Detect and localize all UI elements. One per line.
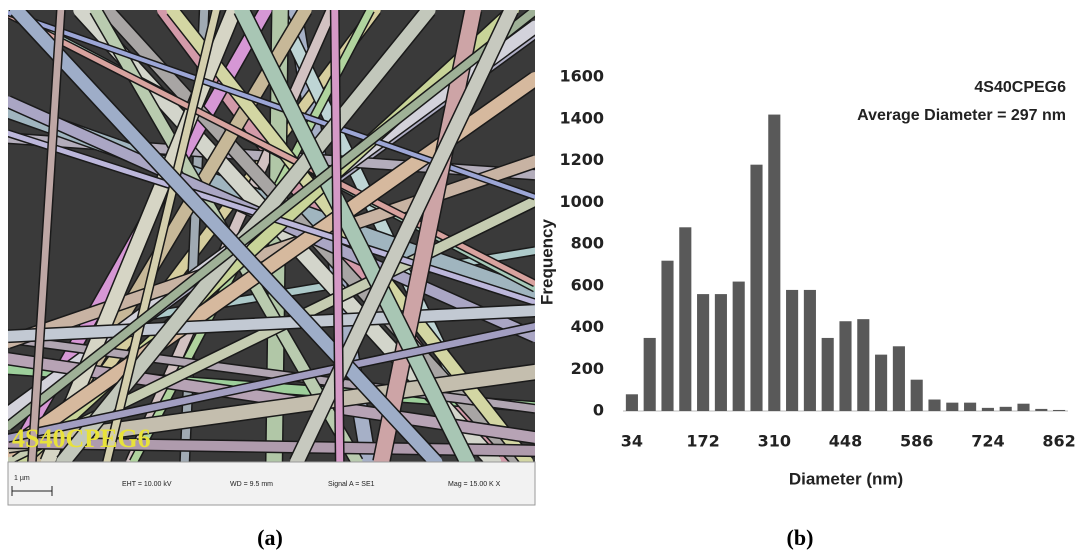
caption: (b) xyxy=(787,525,814,550)
y-axis-label: Frequency xyxy=(537,218,556,305)
annotation: Average Diameter = 297 nm xyxy=(857,107,1066,124)
bar xyxy=(679,227,691,411)
x-tick-label: 172 xyxy=(686,432,719,451)
x-tick-label: 586 xyxy=(900,432,933,451)
y-tick-label: 600 xyxy=(571,275,604,294)
x-tick-label: 310 xyxy=(758,432,791,451)
bar xyxy=(786,290,798,411)
bar xyxy=(750,165,762,411)
bar xyxy=(839,321,851,411)
page: {"chart_data": {"type": "bar", "title": … xyxy=(0,0,1079,555)
chart-title: 4S40CPEG6 xyxy=(974,79,1066,96)
bar xyxy=(964,403,976,411)
scale-text: 1 µm xyxy=(14,475,30,482)
bar xyxy=(644,338,656,411)
bar xyxy=(768,115,780,411)
x-tick-label: 34 xyxy=(621,432,643,451)
bar xyxy=(661,261,673,411)
sample-label: 4S40CPEG6 xyxy=(12,424,151,453)
bar xyxy=(982,408,994,411)
bar xyxy=(697,294,709,411)
x-axis-label: Diameter (nm) xyxy=(789,469,903,488)
bar xyxy=(804,290,816,411)
bar xyxy=(733,282,745,411)
bar xyxy=(911,380,923,411)
y-tick-label: 200 xyxy=(571,359,604,378)
y-tick-label: 400 xyxy=(571,317,604,336)
bar xyxy=(928,400,940,411)
bar xyxy=(1035,409,1047,411)
bar xyxy=(1017,404,1029,411)
bar xyxy=(946,403,958,411)
bar xyxy=(626,394,638,411)
bar xyxy=(1053,410,1065,411)
eht-text: EHT = 10.00 kV xyxy=(122,481,172,488)
caption: (a) xyxy=(257,525,283,550)
x-tick-label: 862 xyxy=(1042,432,1075,451)
bar xyxy=(857,319,869,411)
y-tick-label: 1000 xyxy=(559,192,604,211)
x-tick-label: 724 xyxy=(971,432,1004,451)
signal-text: Signal A = SE1 xyxy=(328,481,375,488)
y-tick-label: 1400 xyxy=(559,108,604,127)
y-tick-label: 1200 xyxy=(559,150,604,169)
bar xyxy=(715,294,727,411)
figure: 4S40CPEG6 1 µm EHT = 10.00 kV WD = 9.5 m… xyxy=(0,0,1079,555)
bar xyxy=(875,355,887,411)
y-tick-label: 0 xyxy=(593,401,604,420)
mag-text: Mag = 15.00 K X xyxy=(448,481,501,488)
bar xyxy=(1000,407,1012,411)
y-tick-label: 1600 xyxy=(559,67,604,86)
bar xyxy=(893,346,905,411)
x-tick-label: 448 xyxy=(829,432,862,451)
y-tick-label: 800 xyxy=(571,234,604,253)
wd-text: WD = 9.5 mm xyxy=(230,481,273,488)
bar xyxy=(822,338,834,411)
